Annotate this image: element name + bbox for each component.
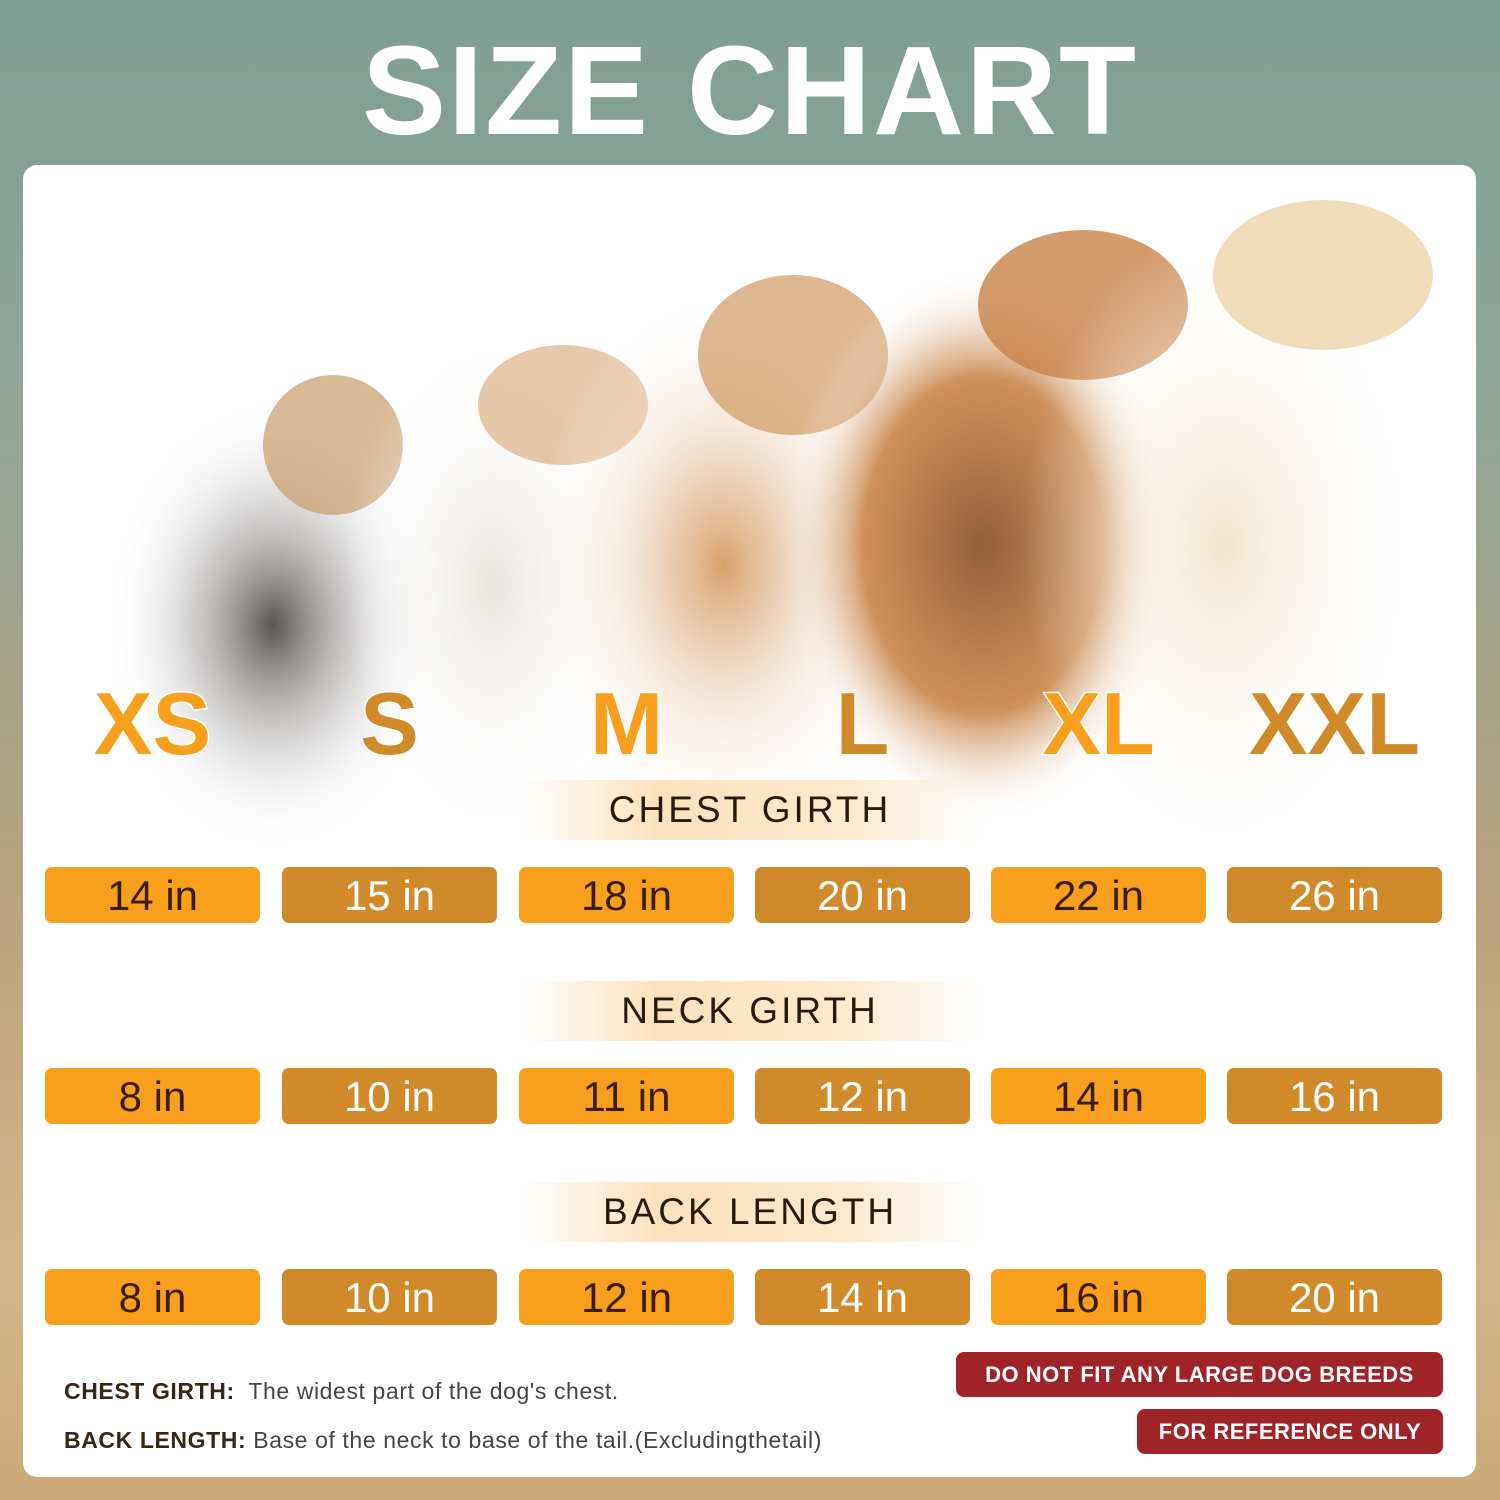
note-text: Base of the neck to base of the tail.(Ex… <box>253 1427 822 1453</box>
size-value-m: 12 in <box>519 1269 734 1325</box>
size-value-xxl: 20 in <box>1227 1269 1442 1325</box>
size-value-xl: 16 in <box>991 1269 1206 1325</box>
size-label-xxl: XXL <box>1247 674 1421 773</box>
size-label-xl: XL <box>1041 674 1156 773</box>
section-header: CHEST GIRTH <box>519 780 981 840</box>
dogs-photo <box>103 200 1433 865</box>
section-header: NECK GIRTH <box>519 981 981 1041</box>
note-term: BACK LENGTH: <box>64 1427 247 1453</box>
size-value-xl: 22 in <box>991 867 1206 923</box>
page-title: SIZE CHART <box>362 20 1138 161</box>
size-value-xs: 8 in <box>45 1068 260 1124</box>
size-value-xs: 14 in <box>45 867 260 923</box>
size-value-xxl: 26 in <box>1227 867 1442 923</box>
section-header: BACK LENGTH <box>519 1182 981 1242</box>
size-value-l: 14 in <box>755 1269 970 1325</box>
dog-xl <box>1023 225 1423 865</box>
size-value-m: 11 in <box>519 1068 734 1124</box>
size-label-xs: XS <box>92 674 212 773</box>
size-value-xxl: 16 in <box>1227 1068 1442 1124</box>
warning-badge-large-breeds: DO NOT FIT ANY LARGE DOG BREEDS <box>956 1352 1443 1397</box>
size-value-l: 12 in <box>755 1068 970 1124</box>
size-chart-card: XS S M L XL XXL CHEST GIRTH 14 in 15 in 18 … <box>23 165 1476 1477</box>
size-value-m: 18 in <box>519 867 734 923</box>
size-value-l: 20 in <box>755 867 970 923</box>
warning-badge-reference: FOR REFERENCE ONLY <box>1137 1409 1443 1454</box>
size-label-m: M <box>588 674 664 773</box>
size-value-s: 15 in <box>282 867 497 923</box>
size-value-s: 10 in <box>282 1068 497 1124</box>
note-back-length: BACK LENGTH: Base of the neck to base of… <box>64 1427 822 1454</box>
size-value-xs: 8 in <box>45 1269 260 1325</box>
note-text: The widest part of the dog's chest. <box>248 1378 619 1404</box>
size-label-l: L <box>834 674 891 773</box>
size-label-s: S <box>359 674 421 773</box>
size-value-xl: 14 in <box>991 1068 1206 1124</box>
note-term: CHEST GIRTH: <box>64 1378 235 1404</box>
size-value-s: 10 in <box>282 1269 497 1325</box>
note-chest-girth: CHEST GIRTH: The widest part of the dog'… <box>64 1378 619 1405</box>
